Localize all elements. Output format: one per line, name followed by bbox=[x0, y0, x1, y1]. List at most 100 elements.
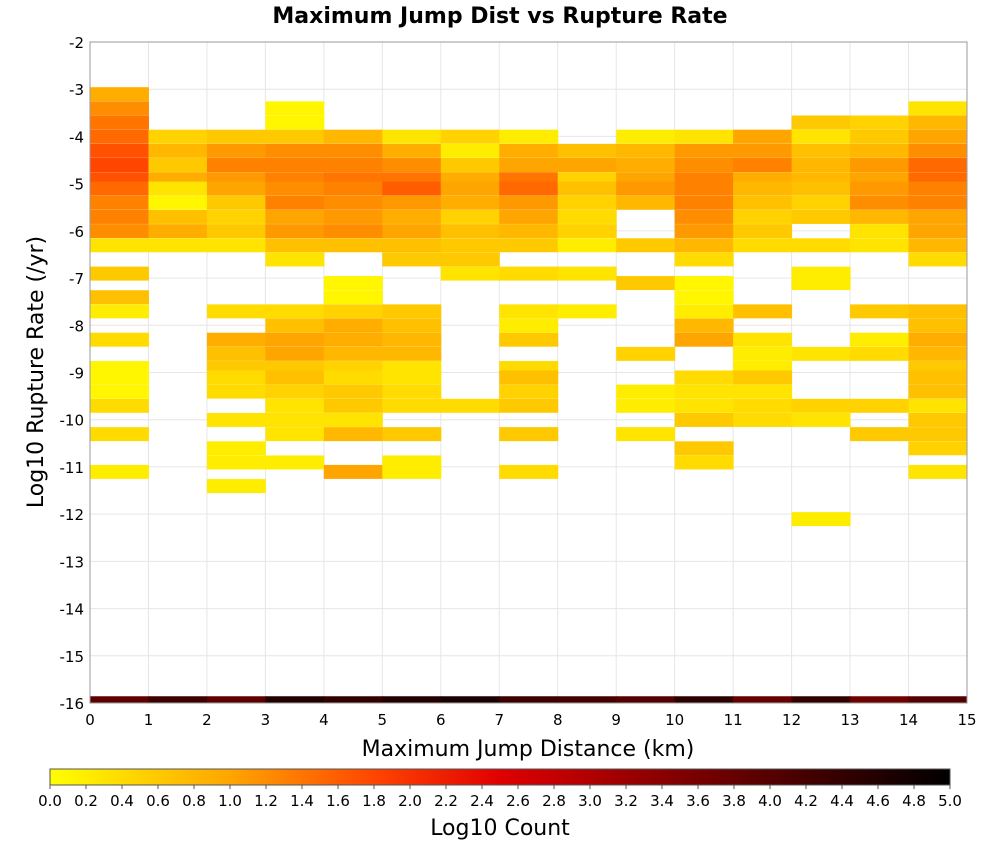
heatmap-cell-bottom bbox=[440, 696, 500, 703]
y-tick-label: -2 bbox=[69, 34, 84, 52]
heatmap-cell-bottom bbox=[733, 696, 793, 703]
heatmap-cell bbox=[499, 209, 559, 224]
heatmap-cell bbox=[265, 238, 325, 253]
x-tick-label: 9 bbox=[611, 711, 621, 729]
colorbar-tick-label: 0.0 bbox=[38, 792, 62, 810]
heatmap-cell bbox=[440, 238, 500, 253]
heatmap-cell bbox=[323, 158, 383, 173]
heatmap-cell bbox=[499, 143, 559, 158]
heatmap-cell bbox=[265, 346, 325, 361]
heatmap-cell bbox=[733, 224, 793, 239]
heatmap-cell bbox=[90, 181, 149, 196]
heatmap-cell bbox=[850, 346, 910, 361]
heatmap-cell bbox=[733, 181, 793, 196]
heatmap-cell bbox=[265, 384, 325, 399]
heatmap-cell-bottom bbox=[557, 696, 617, 703]
heatmap-cell bbox=[382, 346, 442, 361]
heatmap-cell bbox=[440, 143, 500, 158]
colorbar-tick-label: 1.0 bbox=[218, 792, 242, 810]
heatmap-cell bbox=[499, 224, 559, 239]
colorbar-tick-label: 2.2 bbox=[434, 792, 458, 810]
heatmap-cell-bottom bbox=[148, 696, 208, 703]
heatmap-cell bbox=[265, 209, 325, 224]
heatmap-cell-bottom bbox=[850, 696, 910, 703]
heatmap-cell bbox=[265, 412, 325, 427]
heatmap-cell bbox=[90, 209, 149, 224]
heatmap-cell bbox=[440, 158, 500, 173]
heatmap-cell bbox=[674, 332, 734, 347]
x-tick-label: 5 bbox=[378, 711, 388, 729]
heatmap-cell bbox=[674, 304, 734, 319]
heatmap-cell bbox=[791, 238, 851, 253]
heatmap-cell bbox=[206, 129, 266, 144]
heatmap-cell bbox=[265, 455, 325, 470]
colorbar-tick-label: 4.2 bbox=[794, 792, 818, 810]
heatmap-cell bbox=[323, 143, 383, 158]
colorbar-tick-label: 4.6 bbox=[866, 792, 890, 810]
heatmap-cell bbox=[908, 101, 968, 116]
colorbar-tick-label: 3.8 bbox=[722, 792, 746, 810]
heatmap-cell bbox=[616, 384, 676, 399]
x-tick-label: 8 bbox=[553, 711, 563, 729]
heatmap-cell bbox=[674, 370, 734, 385]
heatmap-cell-bottom bbox=[382, 696, 442, 703]
heatmap-cell bbox=[557, 158, 617, 173]
heatmap-cell bbox=[908, 143, 968, 158]
y-tick-label: -13 bbox=[60, 553, 85, 571]
heatmap-cell bbox=[850, 195, 910, 210]
heatmap-cell bbox=[440, 398, 500, 413]
heatmap-cell bbox=[674, 158, 734, 173]
heatmap-cell bbox=[499, 332, 559, 347]
heatmap-cell bbox=[733, 143, 793, 158]
heatmap-cell bbox=[265, 370, 325, 385]
heatmap-cell bbox=[440, 252, 500, 267]
heatmap-cell bbox=[908, 224, 968, 239]
plot-frame bbox=[89, 41, 968, 704]
heatmap-cell bbox=[616, 143, 676, 158]
x-tick-label: 11 bbox=[724, 711, 743, 729]
y-tick-label: -8 bbox=[69, 317, 84, 335]
heatmap-cell bbox=[90, 332, 149, 347]
heatmap-cell bbox=[90, 129, 149, 144]
heatmap-cell bbox=[791, 143, 851, 158]
heatmap-cell bbox=[265, 129, 325, 144]
heatmap-cell bbox=[499, 464, 559, 479]
heatmap-cell bbox=[674, 290, 734, 305]
heatmap-cell bbox=[499, 304, 559, 319]
heatmap-cell bbox=[674, 252, 734, 267]
heatmap-cell bbox=[90, 195, 149, 210]
heatmap-cell bbox=[733, 384, 793, 399]
heatmap-cell bbox=[148, 181, 208, 196]
colorbar-tick-label: 1.8 bbox=[362, 792, 386, 810]
heatmap-cell bbox=[791, 346, 851, 361]
heatmap-cell bbox=[382, 384, 442, 399]
y-axis-ticks: -2 -3 -4 -5 -6 -7 -8 -9 -10 -11 -12 -13 -14 -15 -16 bbox=[60, 34, 85, 713]
heatmap-cell bbox=[206, 370, 266, 385]
heatmap-cell bbox=[674, 412, 734, 427]
colorbar-tick-label: 2.0 bbox=[398, 792, 422, 810]
heatmap-cell bbox=[323, 384, 383, 399]
heatmap-cell bbox=[382, 370, 442, 385]
heatmap-cell bbox=[440, 209, 500, 224]
heatmap-cell bbox=[382, 398, 442, 413]
y-tick-label: -16 bbox=[60, 695, 85, 713]
heatmap-cell bbox=[850, 158, 910, 173]
heatmap-cell bbox=[265, 101, 325, 116]
heatmap-cell bbox=[908, 370, 968, 385]
y-tick-label: -4 bbox=[69, 128, 84, 146]
heatmap-cell-bottom bbox=[90, 696, 149, 703]
heatmap-cell bbox=[674, 441, 734, 456]
heatmap-cell bbox=[908, 346, 968, 361]
heatmap-cell bbox=[382, 224, 442, 239]
heatmap-cell-bottom bbox=[499, 696, 559, 703]
heatmap-cell bbox=[908, 195, 968, 210]
heatmap-cell bbox=[616, 158, 676, 173]
heatmap-cell bbox=[206, 304, 266, 319]
heatmap-cell bbox=[616, 427, 676, 442]
heatmap-cell bbox=[733, 238, 793, 253]
y-tick-label: -6 bbox=[69, 223, 84, 241]
heatmap-cell bbox=[206, 158, 266, 173]
heatmap-cell bbox=[674, 195, 734, 210]
heatmap-cell-bottom bbox=[791, 696, 851, 703]
